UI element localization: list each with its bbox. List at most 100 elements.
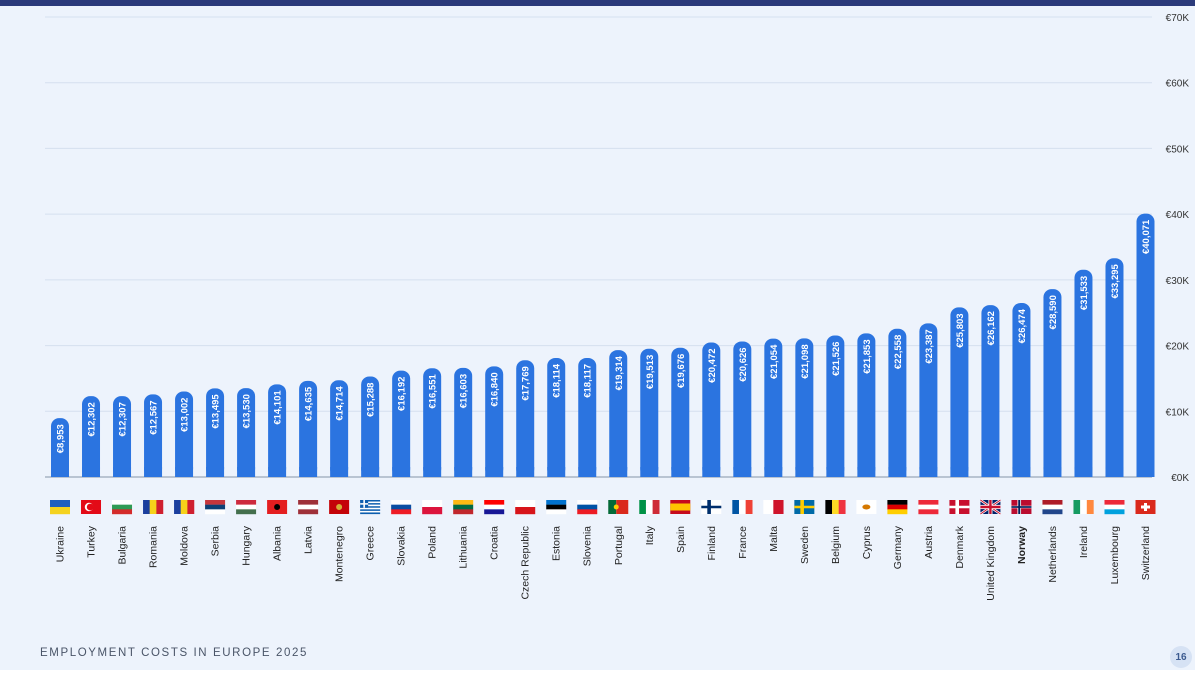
- bar-base: [919, 467, 938, 477]
- bar-base: [175, 467, 194, 477]
- category-label: Croatia: [489, 526, 501, 560]
- bar: [1136, 213, 1155, 478]
- category-label: Lithuania: [458, 526, 470, 569]
- category-label: Hungary: [241, 525, 253, 565]
- flag-austria-icon: [918, 500, 939, 515]
- bar: [1105, 258, 1124, 477]
- flag-spain-icon: [670, 500, 691, 514]
- category-label: Turkey: [86, 525, 98, 557]
- bar: [702, 342, 721, 477]
- flag-cyprus-icon: [856, 500, 877, 514]
- category-label: Cyprus: [861, 526, 873, 559]
- category-label: Poland: [427, 526, 439, 559]
- bar: [1043, 289, 1062, 477]
- top-accent-bar: [0, 0, 1195, 6]
- category-label: Sweden: [799, 526, 811, 564]
- flag-lithuania-icon: [453, 500, 474, 515]
- category-label: Ireland: [1078, 526, 1090, 558]
- bar-base: [516, 467, 535, 477]
- bar-base: [1136, 467, 1155, 477]
- flag-slovenia-icon: [577, 500, 598, 515]
- bar-value-label: €14,714: [335, 386, 346, 421]
- bar-base: [795, 467, 814, 477]
- category-label: Ukraine: [55, 526, 67, 562]
- flag-slovakia-icon: [391, 500, 412, 515]
- flag-denmark-icon: [949, 500, 970, 514]
- flag-malta-icon: [763, 500, 784, 514]
- bar-base: [392, 467, 411, 477]
- bar: [857, 333, 876, 477]
- bar: [609, 350, 628, 477]
- bar-base: [733, 467, 752, 477]
- bar: [640, 348, 659, 477]
- category-label: Denmark: [954, 525, 966, 568]
- bar: [950, 307, 969, 477]
- bar-base: [702, 467, 721, 477]
- bar-base: [764, 467, 783, 477]
- category-label: Slovakia: [396, 526, 408, 566]
- bar-value-label: €14,635: [304, 386, 315, 421]
- flag-croatia-icon: [484, 500, 505, 515]
- bar-base: [826, 467, 845, 477]
- flag-norway-icon: [1011, 500, 1032, 514]
- flag-france-icon: [732, 500, 753, 514]
- bar: [299, 380, 318, 477]
- bar-value-label: €12,567: [149, 400, 160, 434]
- bar-base: [640, 467, 659, 477]
- bar: [547, 357, 566, 477]
- bar-base: [1074, 467, 1093, 477]
- bar-value-label: €19,314: [614, 355, 625, 390]
- bar: [113, 396, 132, 477]
- bar: [795, 338, 814, 477]
- bar-value-label: €31,533: [1079, 276, 1090, 310]
- category-label: Estonia: [551, 526, 563, 561]
- slide: €0K €10K €20K €30K €40K €50K €60K €70K €8,953 Ukr…: [0, 6, 1195, 670]
- category-label: Albania: [272, 526, 284, 561]
- footer-title: EMPLOYMENT COSTS IN EUROPE 2025: [40, 647, 308, 659]
- y-tick-label: €20K: [1166, 342, 1190, 353]
- category-label: Finland: [706, 526, 718, 561]
- bar-value-label: €19,676: [676, 354, 687, 388]
- bar-value-label: €22,558: [893, 335, 904, 369]
- bar: [1012, 303, 1031, 477]
- category-label: Portugal: [613, 526, 625, 565]
- flag-poland-icon: [422, 500, 443, 515]
- bar-base: [1012, 467, 1031, 477]
- bar: [485, 366, 504, 477]
- category-label: Belgium: [830, 526, 842, 564]
- bar-value-label: €13,495: [211, 394, 222, 429]
- bar-value-label: €21,526: [831, 342, 842, 376]
- bar-value-label: €18,117: [583, 364, 594, 398]
- bar: [82, 396, 101, 477]
- bar: [888, 328, 907, 477]
- flag-germany-icon: [887, 500, 908, 515]
- bar-value-label: €21,098: [800, 344, 811, 378]
- bar-base: [423, 467, 442, 477]
- bar-base: [609, 467, 628, 477]
- category-label: Spain: [675, 526, 687, 553]
- bar-value-label: €17,769: [521, 366, 532, 400]
- flag-latvia-icon: [298, 500, 319, 515]
- bar: [671, 347, 690, 477]
- bar-value-label: €13,002: [180, 398, 191, 432]
- flag-greece-icon: [360, 500, 381, 515]
- bar: [175, 391, 194, 477]
- category-label: Norway: [1016, 526, 1028, 564]
- bar-base: [1105, 467, 1124, 477]
- bar-value-label: €20,626: [738, 347, 749, 381]
- bar-value-label: €14,101: [273, 390, 284, 425]
- bar: [981, 305, 1000, 477]
- flag-estonia-icon: [546, 500, 567, 515]
- bar: [733, 341, 752, 477]
- bar-value-label: €23,387: [924, 329, 935, 363]
- flag-belgium-icon: [825, 500, 846, 514]
- y-tick-label: €50K: [1166, 144, 1190, 155]
- bar-base: [857, 467, 876, 477]
- bar-base: [547, 467, 566, 477]
- bar-value-label: €16,551: [428, 374, 439, 409]
- bar-base: [1043, 467, 1062, 477]
- bar-base: [113, 467, 132, 477]
- bar-value-label: €19,513: [645, 355, 656, 389]
- bar-base: [206, 467, 225, 477]
- bar: [1074, 269, 1093, 477]
